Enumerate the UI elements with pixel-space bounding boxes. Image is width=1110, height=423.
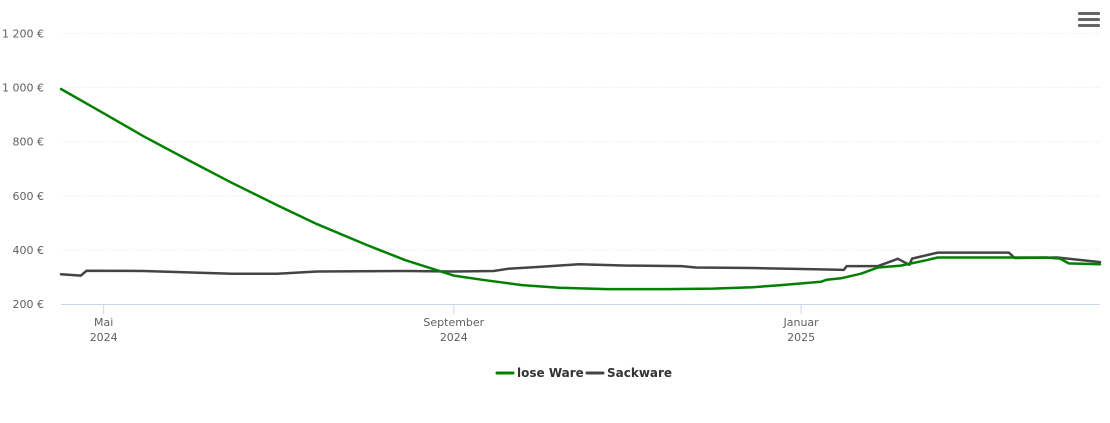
x-axis: Mai 2024 September 2024 Januar 2025 [61, 304, 1100, 344]
y-axis: 200 € 400 € 600 € 800 € 1 000 € 1 200 € [2, 28, 44, 311]
y-tick-label: 800 € [13, 136, 45, 149]
legend-item[interactable]: Sackware [585, 366, 672, 380]
legend-label: lose Ware [517, 366, 584, 380]
legend[interactable]: lose Ware Sackware [495, 366, 672, 380]
y-tick-label: 400 € [13, 244, 45, 257]
menu-bar [1078, 18, 1100, 21]
grid-lines [61, 33, 1100, 251]
series-line-sackware [59, 251, 1102, 277]
hamburger-menu-icon[interactable] [1078, 12, 1100, 32]
plot-series [59, 87, 1102, 291]
menu-bar [1078, 12, 1100, 15]
y-tick-label: 1 200 € [2, 28, 44, 41]
y-tick-label: 1 000 € [2, 82, 44, 95]
x-tick-label-month: September [423, 316, 484, 329]
legend-item[interactable]: lose Ware [495, 366, 584, 380]
legend-label: Sackware [607, 366, 672, 380]
series-line-lose-ware [59, 87, 1102, 291]
menu-bar [1078, 24, 1100, 27]
x-tick-label-year: 2024 [90, 331, 118, 344]
x-tick-label-year: 2025 [787, 331, 815, 344]
x-tick-label-year: 2024 [440, 331, 468, 344]
y-tick-label: 200 € [13, 298, 45, 311]
x-tick-label-month: Mai [94, 316, 113, 329]
x-tick-label-month: Januar [783, 316, 820, 329]
y-tick-label: 600 € [13, 190, 45, 203]
